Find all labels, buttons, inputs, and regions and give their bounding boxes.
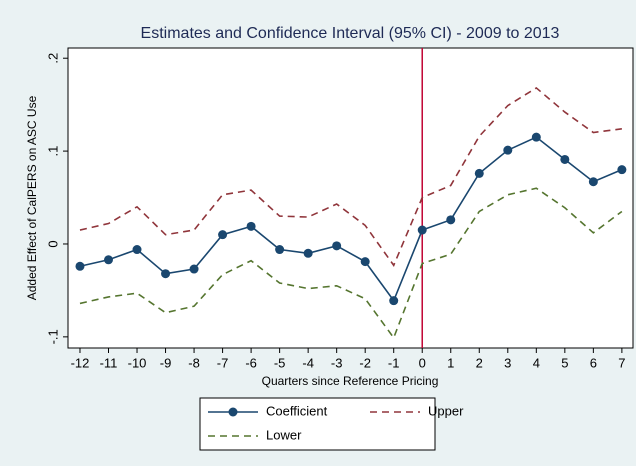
point: [161, 269, 171, 279]
y-tick-label: 0: [45, 240, 60, 247]
x-tick-label: -9: [160, 355, 172, 370]
legend-label: Coefficient: [266, 403, 328, 418]
series-line: [79, 136, 623, 303]
x-tick-label: 1: [447, 355, 454, 370]
point: [132, 245, 142, 255]
x-tick-label: -2: [359, 355, 371, 370]
point: [474, 168, 484, 178]
x-tick-label: 4: [533, 355, 540, 370]
x-tick-label: 6: [590, 355, 597, 370]
x-tick-label: -12: [71, 355, 90, 370]
point: [417, 225, 427, 235]
chart-title: Estimates and Confidence Interval (95% C…: [141, 25, 560, 42]
point: [360, 257, 370, 267]
x-tick-label: 3: [504, 355, 511, 370]
plot-area: [67, 47, 634, 349]
x-tick-label: -10: [128, 355, 147, 370]
x-tick-label: 0: [419, 355, 426, 370]
point: [588, 177, 598, 187]
x-tick-label: -1: [388, 355, 400, 370]
point: [218, 230, 228, 240]
legend-box: [199, 397, 436, 451]
y-tick-label: .2: [45, 53, 60, 64]
x-tick-label: -8: [188, 355, 200, 370]
y-axis-label: Added Effect of CalPERS on ASC Use: [25, 95, 39, 300]
point: [189, 264, 199, 274]
point: [275, 245, 285, 255]
point: [246, 221, 256, 231]
point: [103, 255, 113, 265]
point: [303, 248, 313, 258]
series-line: [79, 187, 623, 340]
legend-label: Upper: [428, 403, 464, 418]
x-tick-label: 2: [476, 355, 483, 370]
x-tick-label: -5: [274, 355, 286, 370]
legend-marker: [228, 407, 238, 417]
x-tick-label: -3: [331, 355, 343, 370]
x-tick-label: 5: [561, 355, 568, 370]
y-tick-label: -.1: [45, 329, 60, 344]
point: [617, 165, 627, 175]
x-tick-label: -7: [217, 355, 229, 370]
point: [332, 241, 342, 251]
x-tick-label: -4: [302, 355, 314, 370]
y-tick-label: .1: [45, 146, 60, 157]
point: [503, 145, 513, 155]
point: [75, 261, 85, 271]
x-tick-label: -6: [245, 355, 257, 370]
x-tick-label: 7: [618, 355, 625, 370]
point: [389, 296, 399, 306]
legend-label: Lower: [266, 427, 302, 442]
x-tick-label: -11: [100, 355, 118, 370]
x-axis-label: Quarters since Reference Pricing: [262, 374, 439, 388]
point: [560, 154, 570, 164]
point: [446, 215, 456, 225]
point: [531, 132, 541, 142]
